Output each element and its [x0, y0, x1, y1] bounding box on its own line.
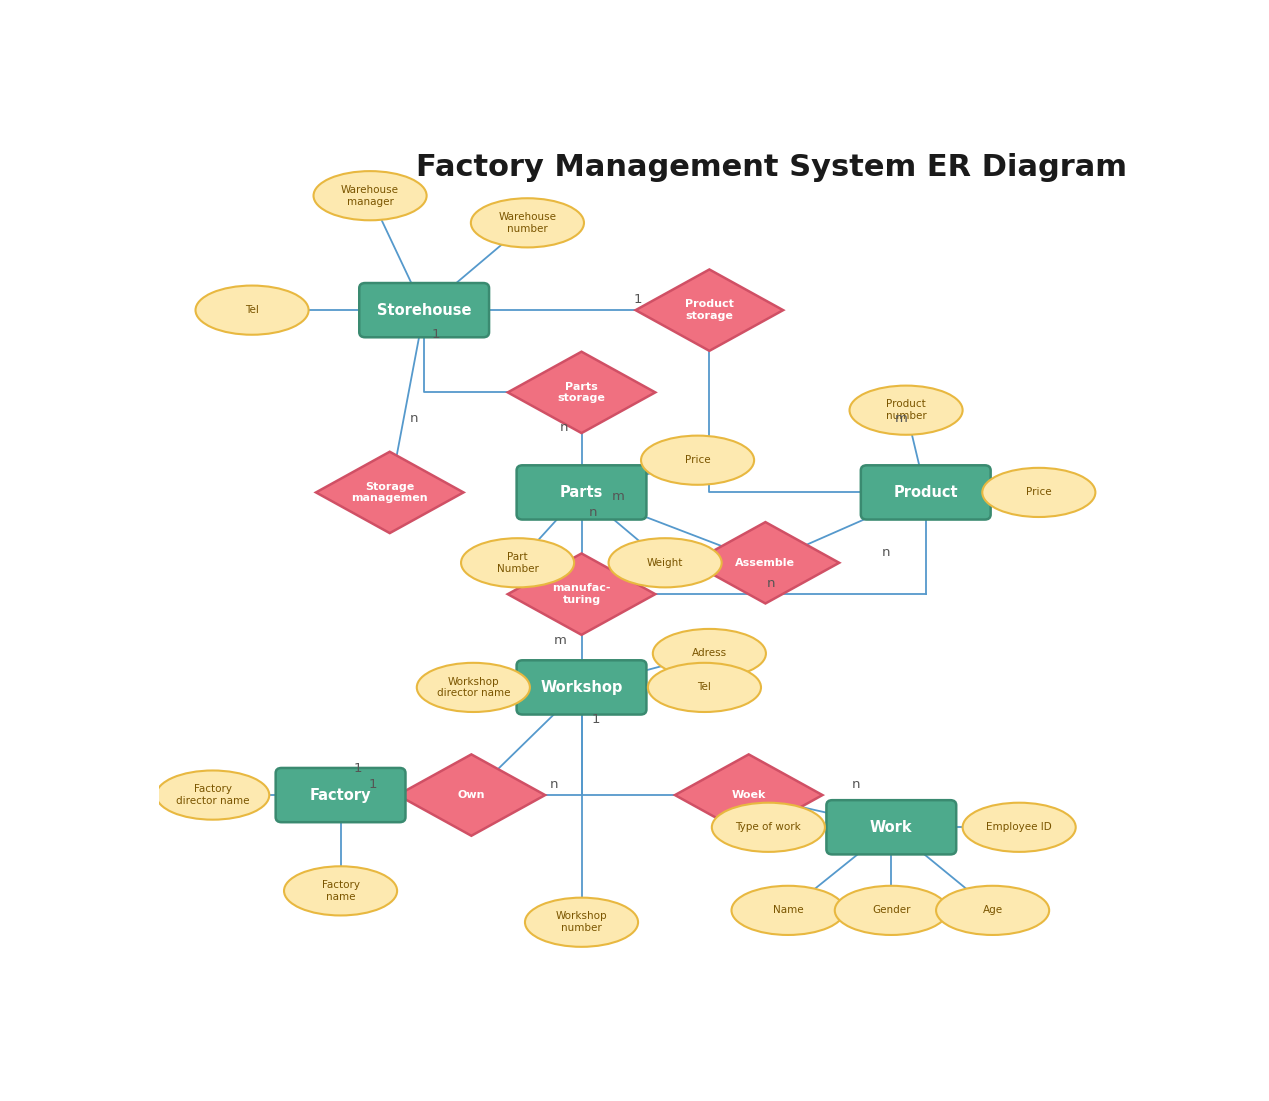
Text: Woek: Woek	[731, 791, 766, 800]
Text: Weight: Weight	[647, 558, 683, 568]
Text: Work: Work	[871, 820, 912, 835]
FancyBboxPatch shape	[826, 800, 957, 854]
Ellipse shape	[525, 897, 638, 947]
Ellipse shape	[313, 171, 426, 220]
Text: n: n	[766, 578, 775, 590]
Text: Factory
director name: Factory director name	[176, 784, 250, 806]
FancyBboxPatch shape	[516, 661, 646, 715]
Text: Price: Price	[1027, 488, 1052, 498]
Ellipse shape	[609, 538, 722, 587]
Text: Parts: Parts	[560, 484, 603, 500]
Polygon shape	[508, 351, 655, 433]
Ellipse shape	[712, 803, 825, 852]
Ellipse shape	[652, 629, 766, 678]
Text: Workshop
number: Workshop number	[556, 912, 608, 933]
Ellipse shape	[648, 663, 761, 712]
Ellipse shape	[641, 436, 754, 484]
Ellipse shape	[284, 866, 397, 915]
Text: Parts
storage: Parts storage	[557, 382, 605, 403]
Text: 1: 1	[354, 762, 363, 775]
Polygon shape	[675, 754, 822, 836]
Text: Age: Age	[982, 905, 1003, 915]
Text: n: n	[851, 778, 860, 792]
Text: Price: Price	[685, 455, 711, 466]
Polygon shape	[692, 522, 839, 603]
Ellipse shape	[835, 886, 948, 935]
Ellipse shape	[156, 771, 269, 819]
Text: Part
Number: Part Number	[496, 552, 538, 574]
Ellipse shape	[731, 886, 845, 935]
Text: n: n	[589, 506, 598, 520]
Text: Warehouse
manager: Warehouse manager	[341, 185, 398, 207]
Polygon shape	[397, 754, 546, 836]
Ellipse shape	[461, 538, 574, 587]
Text: Factory
name: Factory name	[321, 880, 359, 902]
Text: n: n	[560, 421, 569, 434]
Ellipse shape	[849, 385, 963, 435]
Text: Adress: Adress	[692, 648, 727, 658]
Polygon shape	[508, 554, 655, 635]
Text: Tel: Tel	[698, 683, 712, 693]
Text: Product
number: Product number	[886, 400, 926, 421]
Text: n: n	[410, 412, 419, 425]
Text: manufac-
turing: manufac- turing	[552, 584, 610, 604]
Text: Storage
managemen: Storage managemen	[352, 481, 428, 503]
Text: Own: Own	[458, 791, 485, 800]
FancyBboxPatch shape	[359, 283, 489, 337]
Text: Gender: Gender	[872, 905, 911, 915]
Text: n: n	[882, 546, 890, 559]
Text: Type of work: Type of work	[736, 822, 801, 832]
Text: Assemble: Assemble	[736, 558, 796, 568]
Ellipse shape	[195, 285, 308, 335]
Text: Storehouse: Storehouse	[377, 303, 471, 318]
Text: m: m	[895, 412, 907, 425]
Text: Employee ID: Employee ID	[986, 822, 1052, 832]
Text: Factory Management System ER Diagram: Factory Management System ER Diagram	[416, 153, 1127, 183]
Text: Factory: Factory	[310, 787, 372, 803]
Text: Product: Product	[893, 484, 958, 500]
Ellipse shape	[416, 663, 530, 712]
Text: 1: 1	[431, 328, 440, 341]
FancyBboxPatch shape	[275, 768, 406, 822]
Text: 1: 1	[369, 778, 377, 792]
Text: n: n	[549, 778, 558, 792]
Ellipse shape	[471, 198, 584, 248]
Text: m: m	[612, 490, 624, 503]
Text: Name: Name	[773, 905, 803, 915]
Ellipse shape	[963, 803, 1076, 852]
Text: m: m	[553, 634, 566, 647]
Text: 1: 1	[633, 294, 642, 306]
Text: Tel: Tel	[245, 305, 259, 315]
Polygon shape	[316, 451, 463, 533]
Text: Warehouse
number: Warehouse number	[499, 212, 556, 233]
Text: Product
storage: Product storage	[685, 299, 733, 321]
FancyBboxPatch shape	[860, 466, 991, 520]
FancyBboxPatch shape	[516, 466, 646, 520]
Text: 1: 1	[593, 713, 600, 727]
Text: Workshop
director name: Workshop director name	[437, 677, 510, 698]
Ellipse shape	[982, 468, 1095, 517]
Polygon shape	[636, 270, 783, 351]
Text: Workshop: Workshop	[541, 680, 623, 695]
Ellipse shape	[937, 886, 1049, 935]
